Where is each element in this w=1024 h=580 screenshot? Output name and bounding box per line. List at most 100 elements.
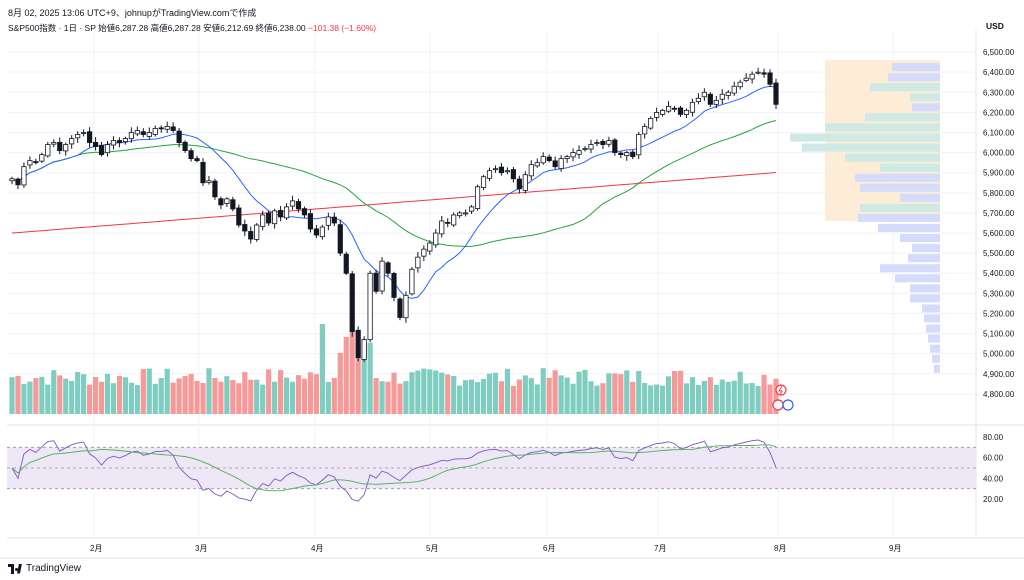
volume-profile-bar-down (922, 304, 940, 313)
candle-body (295, 201, 302, 210)
candle-body (683, 109, 690, 115)
candle-body (242, 224, 248, 232)
volume-bar (355, 343, 361, 414)
volume-bar (224, 376, 230, 414)
candle-body (260, 214, 266, 227)
month-tick-label: 8月 (774, 544, 786, 553)
candle-body (540, 156, 546, 164)
volume-bar (654, 384, 660, 414)
ma-slow-line (11, 172, 777, 234)
volume-bar (719, 379, 725, 414)
close-label: 終値 (255, 23, 273, 33)
change-value: −101.38 (−1.60%) (308, 23, 377, 33)
high-value: 6,287.28 (167, 23, 201, 33)
candle-body (212, 180, 218, 198)
volume-bar (582, 369, 588, 414)
volume-profile-bar-down (932, 354, 940, 363)
candle-body (546, 156, 552, 162)
candle-body (104, 144, 111, 154)
price-tick-label: 5,500.00 (983, 249, 1015, 258)
candle-body (266, 212, 272, 224)
lightning-event-icon (775, 384, 787, 396)
volume-bar (665, 376, 672, 414)
candle-body (582, 148, 588, 150)
price-tick-label: 5,700.00 (983, 209, 1015, 218)
volume-profile-bar-down (908, 254, 940, 263)
volume-profile-bar-down (910, 284, 940, 293)
price-tick-label: 4,800.00 (983, 390, 1015, 399)
candle-body (230, 199, 236, 210)
volume-bar (492, 372, 499, 414)
candle-body (618, 152, 624, 156)
candle-body (492, 168, 499, 171)
candle-body (433, 232, 439, 246)
candle-body (81, 132, 87, 134)
rsi-tick-label: 40.00 (983, 474, 1004, 483)
candle-body (152, 128, 158, 135)
candle-body (331, 216, 337, 224)
candle-body (146, 132, 152, 137)
volume-bar (182, 376, 188, 414)
candle-body (283, 206, 290, 219)
candle-body (725, 91, 731, 96)
volume-bar (773, 378, 779, 414)
volume-bar (87, 384, 93, 414)
volume-bar (242, 372, 248, 414)
candle-body (337, 224, 343, 254)
chart-title: 8月 02, 2025 13:06 UTC+9、johnupがTradingVi… (8, 8, 257, 18)
candle-body (570, 152, 576, 158)
volume-profile-bar-down (924, 314, 940, 323)
volume-bar (415, 370, 421, 414)
price-tick-label: 5,200.00 (983, 309, 1015, 318)
candle-body (188, 150, 194, 160)
candle-body (21, 166, 27, 186)
candle-body (379, 260, 385, 292)
month-tick-label: 3月 (195, 544, 207, 553)
candle-body (600, 140, 606, 145)
candle-body (719, 93, 725, 100)
candle-body (576, 150, 582, 155)
volume-bar (33, 378, 39, 414)
candle-body (498, 166, 505, 174)
volume-bar (427, 369, 433, 414)
price-tick-label: 5,300.00 (983, 289, 1015, 298)
volume-bar (486, 373, 493, 414)
volume-profile-bar-down (934, 364, 940, 373)
volume-bar (254, 379, 260, 414)
volume-bar (528, 378, 534, 414)
candle-body (427, 242, 433, 252)
volume-profile-bar-down (888, 73, 940, 82)
volume-bar (266, 369, 272, 414)
price-tick-label: 6,400.00 (983, 68, 1015, 77)
candle-body (415, 256, 421, 269)
candle-body (522, 174, 528, 191)
candle-body (361, 339, 367, 360)
candle-body (325, 216, 331, 226)
tradingview-logo-icon (8, 563, 22, 574)
volume-profile-bar-down (860, 183, 940, 192)
candle-body (516, 178, 522, 190)
candle-body (474, 186, 481, 209)
volume-bar (313, 374, 319, 414)
volume-bar (600, 383, 606, 414)
candle-body (510, 169, 516, 180)
volume-profile-bar-down (895, 274, 940, 283)
volume-bar (146, 368, 152, 414)
volume-profile-bar-up (845, 153, 940, 162)
volume-bar (39, 376, 45, 414)
volume-bar (642, 382, 648, 414)
rsi-tick-label: 20.00 (983, 495, 1004, 504)
price-tick-label: 6,200.00 (983, 108, 1015, 117)
volume-bar (218, 381, 224, 414)
candle-body (773, 82, 779, 105)
volume-bar (116, 375, 123, 414)
volume-bar (45, 384, 51, 414)
candle-body (409, 268, 415, 295)
candle-body (385, 262, 391, 274)
candle-body (731, 85, 737, 94)
volume-bar (295, 375, 302, 414)
candle-body (307, 213, 314, 230)
ohlc-info: S&P500指数 · 1日 · SP 始値6,287.28 高値6,287.28… (8, 22, 376, 34)
volume-bar (421, 368, 427, 414)
